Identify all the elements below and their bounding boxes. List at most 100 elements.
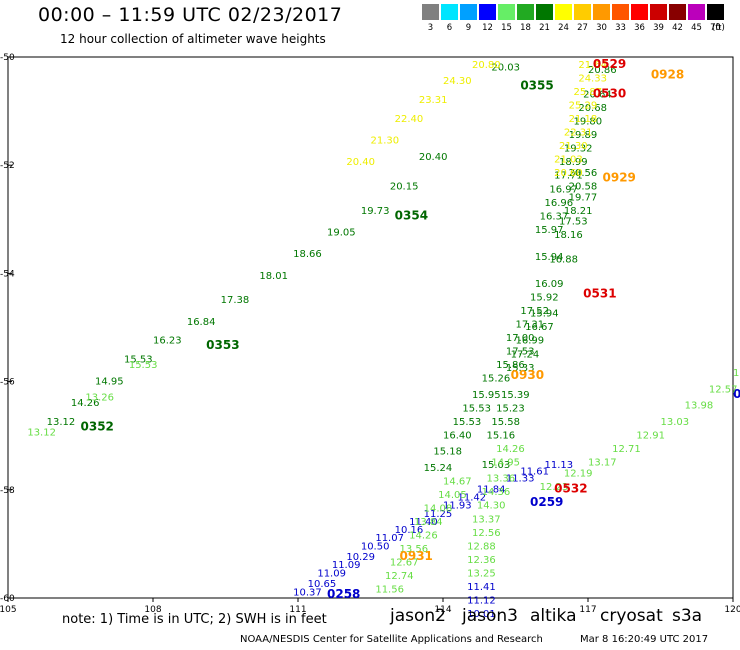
data-point: 20.03 [491, 63, 520, 74]
pass-time-label: 0530 [593, 87, 626, 101]
plot-frame [7, 56, 734, 599]
data-point: 11.09 [317, 568, 346, 579]
scale-swatch [650, 4, 667, 20]
legend-jason2: jason2 [390, 606, 446, 626]
data-point: 11.61 [520, 467, 549, 478]
data-point: 12.88 [467, 541, 496, 552]
data-point: 19.89 [569, 130, 598, 141]
data-point: 10.16 [395, 525, 424, 536]
data-point: 15.39 [501, 390, 530, 401]
y-tick-label: -50 [0, 53, 15, 63]
scale-label: 15 [501, 23, 512, 33]
data-point: 17.31 [516, 320, 545, 331]
pass-time-label: 0531 [583, 287, 616, 301]
footer-credit: NOAA/NESDIS Center for Satellite Applica… [240, 634, 543, 645]
scale-label: 27 [577, 23, 588, 33]
data-point: 22.40 [395, 114, 424, 125]
chart-subtitle: 12 hour collection of altimeter wave hei… [60, 32, 326, 46]
data-point: 18.01 [259, 271, 288, 282]
pass-time-label: 0258 [327, 587, 360, 601]
data-point: 14.36 [482, 487, 511, 498]
data-point: 11.33 [506, 474, 535, 485]
pass-time-label: 0928 [651, 68, 684, 82]
data-point: 19.73 [361, 206, 390, 217]
data-point: 17.71 [554, 171, 583, 182]
legend-cryosat: cryosat [600, 606, 663, 626]
data-point: 12.36 [467, 555, 496, 566]
data-point: 15.53 [124, 355, 153, 366]
scale-swatch [517, 4, 534, 20]
data-point: 13.25 [467, 568, 496, 579]
data-point: 25.29 [569, 100, 598, 111]
data-point: 12.71 [612, 444, 641, 455]
data-point: 20.15 [390, 182, 419, 193]
data-point: 11.41 [467, 582, 496, 593]
data-point: 10.37 [293, 587, 322, 598]
data-point: 19.80 [574, 117, 603, 128]
data-point: 19.77 [569, 192, 598, 203]
y-tick-label: -58 [0, 486, 15, 496]
scale-label: 45 [691, 23, 702, 33]
scale-label: 33 [615, 23, 626, 33]
data-point: 14.67 [443, 476, 472, 487]
scale-swatch [555, 4, 572, 20]
data-point: 13.26 [85, 393, 114, 404]
data-point: 10.50 [361, 541, 390, 552]
data-point: 16.97 [549, 184, 578, 195]
data-point: 20.40 [346, 157, 375, 168]
scale-label: 24 [558, 23, 569, 33]
scale-swatch [707, 4, 724, 20]
pass-time-label: 0 [733, 387, 740, 401]
pass-time-label: 0353 [206, 338, 239, 352]
scale-swatch [536, 4, 553, 20]
pass-time-label: 0929 [603, 170, 636, 184]
scale-swatch [460, 4, 477, 20]
data-point: 20.60 [554, 168, 583, 179]
data-point: 23.31 [419, 95, 448, 106]
data-point: 11.42 [458, 493, 487, 504]
data-point: 11.12 [467, 595, 496, 606]
generation-timestamp: Mar 8 16:20:49 UTC 2017 [580, 634, 709, 645]
data-point: 13.12 [47, 417, 76, 428]
data-point: 20.64 [583, 90, 612, 101]
data-point: 15.53 [129, 360, 158, 371]
data-point: 12.56 [472, 528, 501, 539]
y-tick-label: -52 [0, 161, 15, 171]
data-point: 11.93 [443, 501, 472, 512]
data-point: 16.37 [540, 211, 569, 222]
data-point: 16.40 [443, 430, 472, 441]
scale-label: 39 [653, 23, 664, 33]
data-point: 11.09 [332, 560, 361, 571]
data-point: 21.30 [371, 136, 400, 147]
scale-swatch [422, 4, 439, 20]
data-point: 21.03 [554, 154, 583, 165]
data-point: 14.26 [71, 398, 100, 409]
scale-swatch [688, 4, 705, 20]
x-tick-label: 108 [144, 605, 161, 615]
data-point: 12.0 [733, 368, 740, 379]
chart-title: 00:00 – 11:59 UTC 02/23/2017 [38, 4, 343, 26]
data-point: 15.92 [530, 292, 559, 303]
data-point: 21.64 [578, 60, 607, 71]
data-point: 14.08 [424, 503, 453, 514]
data-point: 15.18 [433, 447, 462, 458]
data-point: 16.96 [545, 198, 574, 209]
data-point: 16.09 [535, 279, 564, 290]
data-point: 18.99 [559, 157, 588, 168]
legend-altika: altika [530, 606, 577, 626]
data-point: 15.97 [535, 225, 564, 236]
data-point: 16.67 [525, 322, 554, 333]
pass-time-label: 0355 [520, 78, 553, 92]
data-point: 20.68 [578, 103, 607, 114]
scale-swatch [479, 4, 496, 20]
scale-swatch [612, 4, 629, 20]
data-point: 12.91 [636, 430, 665, 441]
data-point: 13.98 [685, 401, 714, 412]
data-point: 18.66 [293, 249, 322, 260]
data-point: 10.01 [467, 609, 496, 620]
pass-time-label: 0931 [400, 549, 433, 563]
data-point: 13.84 [414, 517, 443, 528]
data-point: 18.21 [564, 206, 593, 217]
data-point: 12.67 [390, 558, 419, 569]
